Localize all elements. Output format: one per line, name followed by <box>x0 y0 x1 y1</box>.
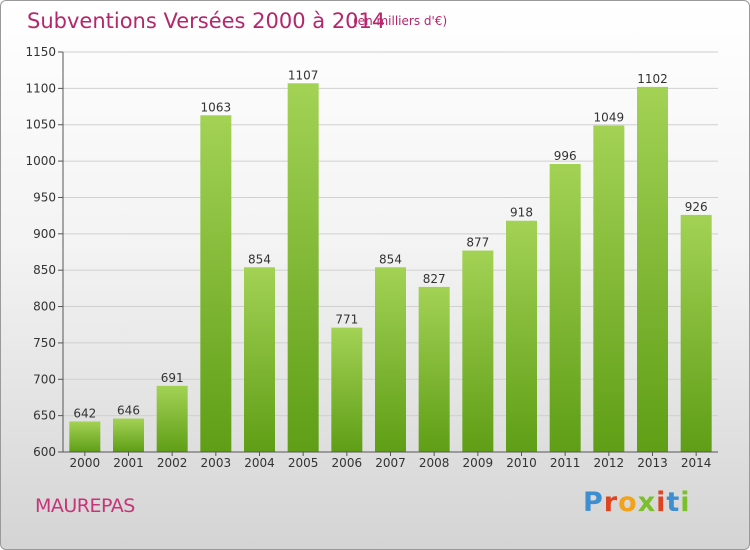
x-tick-label: 2014 <box>681 456 712 470</box>
logo-letter: x <box>637 487 657 518</box>
data-label: 1107 <box>288 68 319 82</box>
chart-subtitle: (en milliers d'€) <box>353 14 448 28</box>
bar <box>69 421 101 452</box>
labels: 642 646 691 1063 854 1107 771 854 827 877 918 996 10… <box>73 68 707 420</box>
y-tick-label: 1150 <box>25 45 56 59</box>
chart-title: Subventions Versées 2000 à 2014 <box>27 9 386 33</box>
x-tick-label: 2004 <box>244 456 275 470</box>
x-tick-label: 2007 <box>375 456 406 470</box>
data-label: 827 <box>423 272 446 286</box>
bar <box>593 125 625 453</box>
bar <box>375 267 406 452</box>
data-label: 1063 <box>201 100 232 114</box>
y-tick-label: 900 <box>33 227 56 241</box>
data-label: 646 <box>117 404 140 418</box>
y-tick-label: 1100 <box>25 81 56 95</box>
bar <box>156 385 188 452</box>
logo-letter: r <box>603 487 619 518</box>
bar <box>113 418 144 452</box>
proxiti-logo: Proxiti <box>583 487 691 518</box>
logo-letter: i <box>656 487 667 518</box>
x-tick-label: 2001 <box>113 456 144 470</box>
y-tick-label: 850 <box>33 263 56 277</box>
data-label: 1049 <box>594 110 625 124</box>
y-tick-label: 650 <box>33 409 56 423</box>
y-tick-label: 1000 <box>25 154 56 168</box>
data-label: 854 <box>379 252 402 266</box>
bar <box>462 250 494 452</box>
axes: 600 650 700 750 800 850 900 950 1000 1050 1100 1150… <box>25 45 718 470</box>
x-tick-label: 2013 <box>637 456 668 470</box>
x-tick-label: 2006 <box>332 456 363 470</box>
y-tick-label: 800 <box>33 300 56 314</box>
logo-letter: o <box>618 487 638 518</box>
x-tick-label: 2009 <box>463 456 494 470</box>
data-label: 1102 <box>637 72 668 86</box>
y-tick-label: 1050 <box>25 118 56 132</box>
y-tick-label: 950 <box>33 190 56 204</box>
data-label: 926 <box>685 200 708 214</box>
data-label: 918 <box>510 206 533 220</box>
bar <box>637 86 668 452</box>
y-tick-label: 750 <box>33 336 56 350</box>
bar <box>244 267 275 452</box>
bar <box>200 115 232 452</box>
logo-letter: P <box>583 487 604 518</box>
y-tick-label: 600 <box>33 445 56 459</box>
y-tick-label: 700 <box>33 372 56 386</box>
x-tick-label: 2003 <box>201 456 232 470</box>
bar <box>331 327 363 452</box>
logo-letter: t <box>666 487 681 518</box>
x-tick-label: 2012 <box>594 456 625 470</box>
x-tick-label: 2011 <box>550 456 581 470</box>
data-label: 771 <box>335 313 358 327</box>
x-tick-label: 2002 <box>157 456 188 470</box>
bar <box>506 220 537 452</box>
data-label: 996 <box>554 149 577 163</box>
x-tick-label: 2000 <box>70 456 101 470</box>
bar <box>287 83 319 452</box>
x-tick-label: 2008 <box>419 456 450 470</box>
data-label: 854 <box>248 252 271 266</box>
bars <box>69 83 712 453</box>
bar <box>549 164 581 452</box>
x-tick-label: 2005 <box>288 456 319 470</box>
logo-letter: i <box>680 487 691 518</box>
bar <box>680 214 712 452</box>
data-label: 642 <box>73 406 96 420</box>
data-label: 691 <box>161 371 184 385</box>
x-tick-label: 2010 <box>506 456 537 470</box>
commune-name: MAUREPAS <box>35 495 135 517</box>
data-label: 877 <box>466 236 489 250</box>
bar <box>418 286 450 452</box>
